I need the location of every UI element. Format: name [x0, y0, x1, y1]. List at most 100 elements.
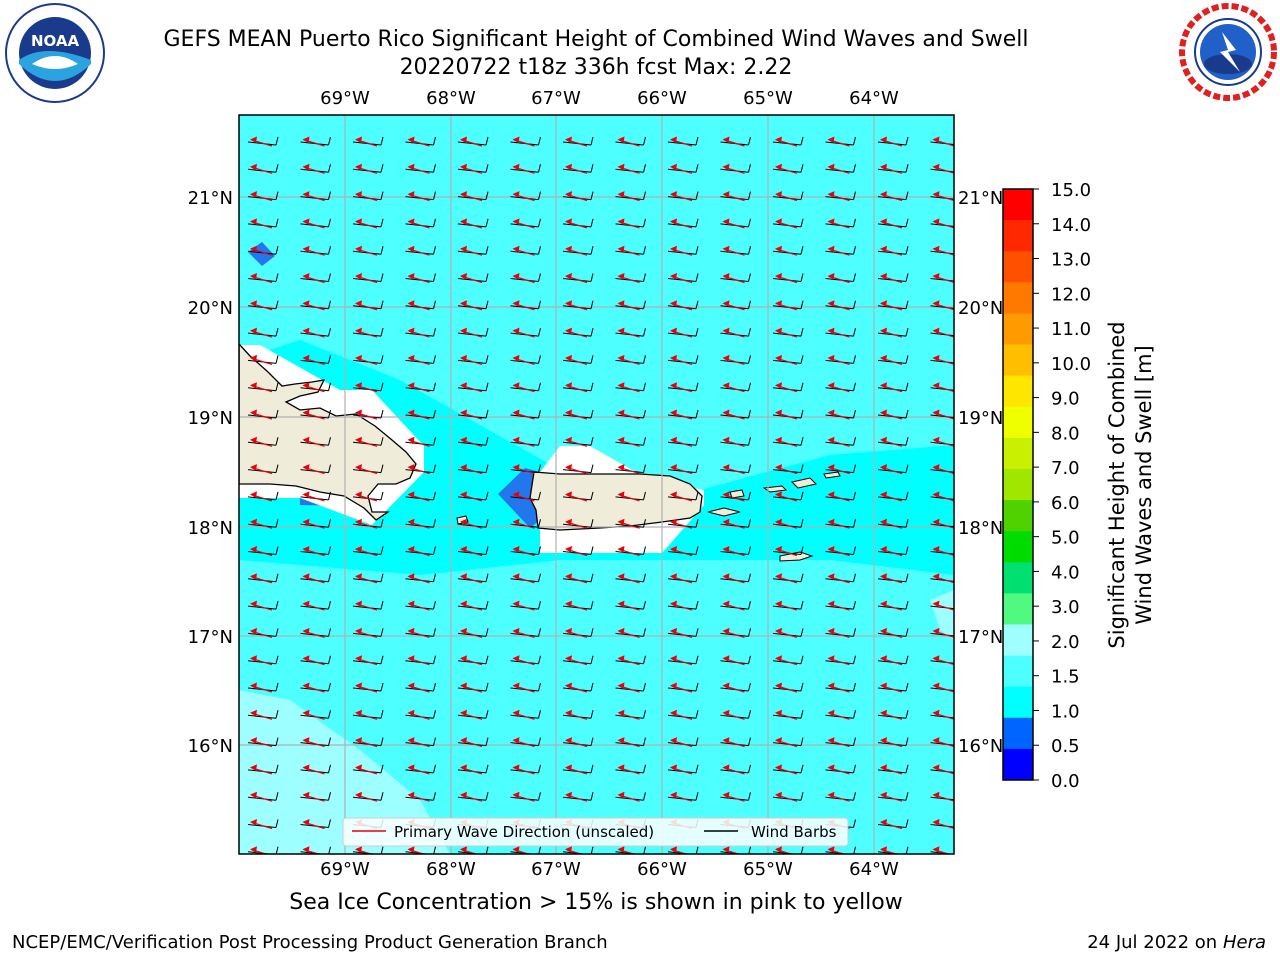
- wind-barb-flag: [853, 819, 856, 828]
- wave-arrow-head: [250, 546, 257, 553]
- wind-barb-flag: [275, 737, 279, 746]
- wave-arrow-head: [512, 709, 520, 717]
- land-tortola: [791, 477, 817, 489]
- wave-arrow-head: [302, 300, 310, 307]
- nws-logo: [1179, 3, 1277, 101]
- wave-arrow-head: [302, 163, 310, 171]
- wind-barb-flag: [643, 737, 646, 746]
- wind-barb-flag: [853, 164, 856, 173]
- wave-arrow-head: [250, 709, 257, 717]
- wind-barb-flag: [905, 655, 909, 664]
- wind-barb-flag: [380, 491, 384, 501]
- wave-arrow-head: [250, 354, 257, 362]
- wave-arrow-head: [460, 709, 467, 717]
- wind-barb-flag: [905, 519, 909, 528]
- wave-arrow-head: [250, 491, 257, 498]
- wind-barb-flag: [590, 655, 594, 664]
- wind-barb-flag: [275, 600, 279, 610]
- wind-barb-flag: [748, 710, 751, 719]
- wave-arrow-head: [250, 464, 257, 471]
- wave-arrow-head: [355, 518, 362, 526]
- wave-arrow-head: [722, 136, 730, 143]
- wind-barb-flag: [959, 274, 961, 282]
- wind-barb-flag: [905, 546, 909, 555]
- wind-barb-flag: [485, 710, 489, 719]
- wind-barb-flag: [328, 628, 331, 637]
- wave-arrow-head: [880, 682, 887, 689]
- wave-arrow-head: [302, 846, 310, 853]
- wave-arrow-head: [407, 573, 415, 580]
- wave-arrow-head: [302, 764, 310, 771]
- wind-barb-flag: [275, 546, 279, 555]
- wave-arrow-head: [932, 300, 940, 307]
- wind-barb-flag: [800, 737, 804, 746]
- wind-barb-flag: [643, 764, 646, 774]
- wave-arrow-head: [460, 491, 467, 498]
- wave-arrow-head: [722, 273, 730, 280]
- colorbar-tick-label: 3.0: [1051, 597, 1080, 618]
- wave-arrow-head: [407, 546, 415, 553]
- wind-barb-flag: [328, 491, 331, 501]
- wave-arrow-head: [670, 327, 677, 335]
- lat-label-left: 21°N: [188, 188, 233, 209]
- wind-barb-flag: [590, 491, 594, 501]
- wave-arrow-head: [565, 354, 572, 362]
- wind-barb-flag: [643, 628, 646, 637]
- wave-arrow-head: [512, 791, 520, 799]
- wave-arrow-head: [460, 218, 467, 225]
- wind-barb-flag: [800, 464, 804, 473]
- wave-arrow-head: [355, 546, 362, 553]
- colorbar-tick-label: 0.5: [1051, 736, 1080, 757]
- wave-arrow-head: [880, 382, 887, 389]
- wind-barb-flag: [380, 600, 384, 610]
- wave-arrow-head: [670, 791, 677, 799]
- wind-barb-flag: [905, 628, 909, 637]
- wave-arrow-head: [775, 846, 782, 853]
- wave-arrow-head: [827, 300, 835, 307]
- wind-barb-flag: [800, 600, 804, 610]
- wind-barb-flag: [380, 764, 384, 774]
- wind-barb-flag: [800, 136, 804, 146]
- wave-arrow-head: [670, 300, 677, 307]
- wind-barb-flag: [380, 191, 384, 200]
- colorbar-segment: [1003, 624, 1033, 657]
- wind-barb-flag: [590, 382, 594, 391]
- wave-arrow-head: [880, 327, 887, 335]
- wind-barb-flag: [538, 573, 541, 582]
- colorbar-tick-label: 6.0: [1051, 493, 1080, 514]
- wind-barb-flag: [538, 546, 541, 555]
- wave-arrow-head: [932, 655, 940, 662]
- wave-arrow-head: [565, 573, 572, 580]
- colorbar-segment: [1003, 562, 1033, 594]
- lon-label-top: 64°W: [849, 88, 899, 109]
- wave-arrow-head: [722, 846, 730, 853]
- wave-arrow-head: [932, 600, 940, 608]
- wave-arrow-head: [250, 846, 257, 853]
- wind-barb-flag: [538, 628, 541, 637]
- wave-arrow-head: [250, 791, 257, 799]
- wave-arrow-head: [460, 682, 467, 689]
- wind-barb-flag: [275, 573, 279, 582]
- wave-arrow-head: [670, 382, 677, 389]
- wind-barb-flag: [275, 273, 279, 282]
- wind-barb-flag: [328, 273, 331, 282]
- wave-arrow-head: [722, 655, 730, 662]
- wave-arrow-head: [670, 409, 677, 416]
- wind-barb-flag: [853, 573, 856, 582]
- wind-barb-flag: [590, 464, 594, 473]
- wind-barb-flag: [748, 382, 751, 391]
- legend-barb-label: Wind Barbs: [751, 823, 837, 841]
- lon-label-top: 69°W: [320, 88, 370, 109]
- wave-arrow-head: [407, 627, 415, 635]
- wave-arrow-head: [565, 191, 572, 198]
- wave-arrow-head: [880, 245, 887, 253]
- wave-arrow-head: [355, 464, 362, 471]
- wave-arrow-head: [407, 245, 415, 253]
- wind-barb-flag: [433, 491, 436, 501]
- colorbar-segment: [1003, 531, 1033, 563]
- wind-barb-flag: [590, 573, 594, 582]
- wind-barb-flag: [538, 600, 541, 610]
- wave-arrow-head: [565, 709, 572, 717]
- wind-barb-flag: [748, 246, 751, 255]
